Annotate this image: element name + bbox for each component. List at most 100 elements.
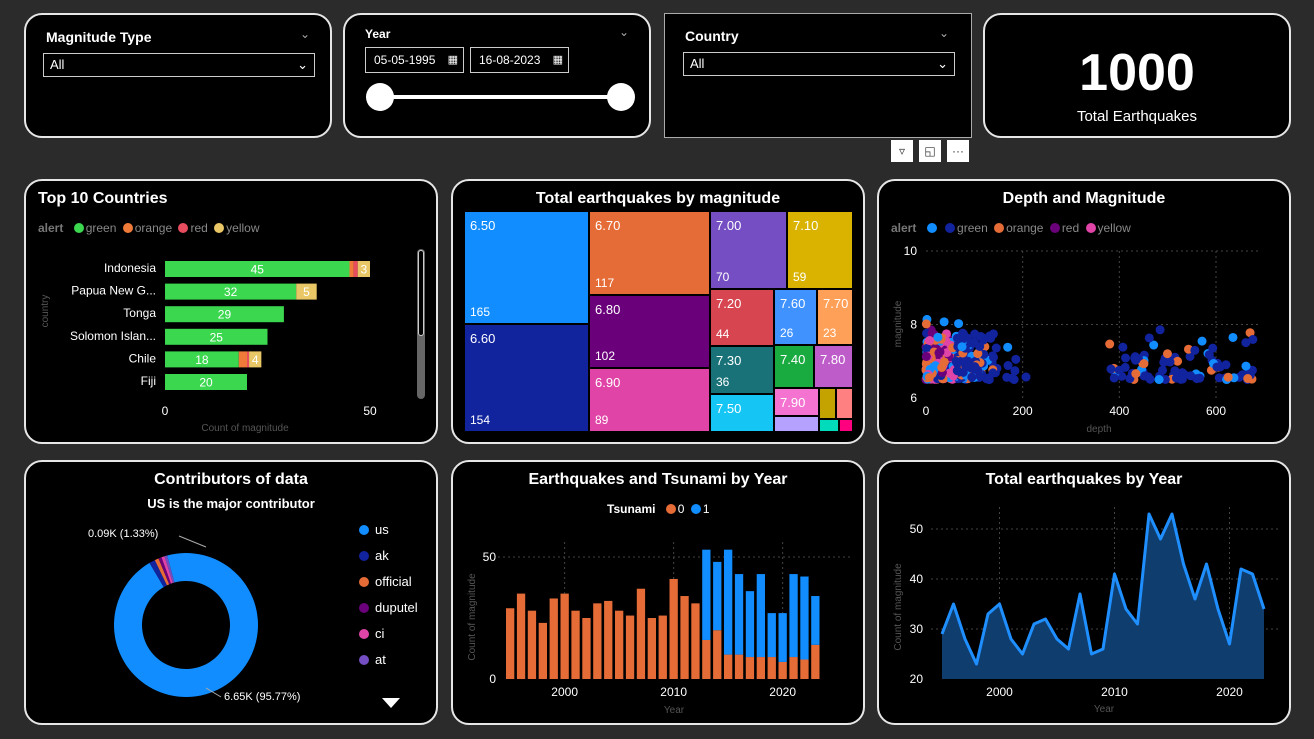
treemap-cell[interactable]: [839, 419, 853, 432]
chevron-down-icon[interactable]: ⌄: [299, 27, 310, 41]
chevron-down-icon[interactable]: ⌄: [938, 26, 949, 40]
legend-item[interactable]: green: [942, 221, 988, 235]
treemap-cell[interactable]: 6.70 117: [589, 211, 710, 295]
treemap-cell[interactable]: 7.10 59: [787, 211, 853, 289]
year-range-track[interactable]: [379, 95, 621, 99]
more-options-icon[interactable]: ···: [947, 140, 969, 162]
treemap-cell[interactable]: [819, 388, 836, 419]
scatter-point: [1162, 349, 1172, 359]
legend-dot: [994, 223, 1005, 233]
magnitude-treemap-visual: Total earthquakes by magnitude 6.50 165 6.…: [451, 179, 865, 444]
x-tick-label: 600: [1206, 404, 1226, 418]
bar-tsunami-0: [734, 654, 744, 679]
calendar-icon[interactable]: ▦: [552, 54, 563, 66]
legend-item[interactable]: official: [356, 574, 418, 600]
bar-tsunami-0: [680, 596, 689, 679]
treemap-cell[interactable]: 7.90: [774, 388, 819, 416]
bar-tsunami-0: [702, 639, 711, 679]
legend-item[interactable]: 1: [688, 502, 710, 516]
treemap-cell[interactable]: 7.50: [710, 394, 774, 432]
legend-label: official: [375, 574, 412, 589]
scatter-point: [1185, 351, 1195, 361]
legend-label: us: [375, 522, 389, 537]
filter-icon[interactable]: ▿: [891, 140, 913, 162]
treemap-cell[interactable]: 6.90 89: [589, 368, 710, 432]
calendar-icon[interactable]: ▦: [447, 54, 458, 66]
legend-item[interactable]: green: [71, 221, 116, 235]
treemap-cell[interactable]: 7.40: [774, 345, 814, 388]
treemap-cell[interactable]: 6.60 154: [464, 324, 589, 432]
chevron-down-icon[interactable]: ⌄: [618, 25, 629, 39]
treemap-cell[interactable]: 7.60 26: [774, 289, 817, 345]
y-tick-label: 20: [910, 672, 924, 686]
scatter-point: [985, 331, 995, 341]
legend-item[interactable]: ak: [356, 548, 418, 574]
bar-data-label: 4: [252, 353, 259, 367]
treemap-cell-label: 7.80: [820, 352, 846, 367]
treemap-cell[interactable]: 7.70 23: [817, 289, 853, 345]
end-date-input[interactable]: 16-08-2023 ▦: [470, 47, 569, 73]
bar-tsunami-0: [636, 588, 646, 679]
depth-magnitude-chart: 10 8 60 200 400 600 depth magnitude: [893, 244, 1259, 435]
y-tick-label: 30: [910, 622, 924, 636]
legend-dot: [359, 551, 369, 561]
scatter-point: [1011, 354, 1021, 364]
treemap-cell[interactable]: 7.20 44: [710, 289, 774, 346]
donut-title: Contributors of data: [154, 471, 308, 488]
treemap-cell[interactable]: 6.80 102: [589, 295, 710, 368]
kpi-label: Total Earthquakes: [1076, 108, 1198, 125]
top-countries-legend: alert green orange red yellow: [38, 221, 260, 235]
bar-tsunami-1: [778, 613, 787, 662]
treemap-cell[interactable]: [774, 416, 819, 432]
scatter-point: [1106, 364, 1116, 374]
bar-segment-green: [165, 328, 268, 345]
treemap-cell[interactable]: [836, 388, 853, 419]
treemap-cell[interactable]: 7.80: [814, 345, 853, 388]
scatter-point: [1245, 328, 1255, 338]
treemap-cell[interactable]: 7.00 70: [710, 211, 787, 289]
legend-item[interactable]: at: [356, 652, 418, 678]
magnitude-type-dropdown[interactable]: All ⌄: [43, 53, 315, 77]
bar-data-label: 20: [199, 376, 213, 390]
start-date-input[interactable]: 05-05-1995 ▦: [365, 47, 464, 73]
bar-tsunami-0: [800, 659, 809, 679]
legend-dot: [359, 577, 369, 587]
treemap-cell-label: 6.90: [595, 375, 621, 390]
x-tick-label: 2010: [1101, 685, 1128, 699]
bar-tsunami-0: [811, 644, 820, 679]
scatter-point: [954, 319, 964, 329]
bar-segment-green: [165, 306, 284, 323]
legend-dot: [1049, 223, 1060, 233]
bar-tsunami-0: [549, 598, 558, 679]
treemap-cell[interactable]: 6.50 165: [464, 211, 589, 324]
legend-item[interactable]: yellow: [1083, 221, 1131, 235]
magnitude-type-label: Magnitude Type: [46, 29, 152, 45]
legend-item[interactable]: ci: [356, 626, 418, 652]
legend-item[interactable]: orange: [991, 221, 1043, 235]
legend-item[interactable]: red: [1047, 221, 1079, 235]
legend-item[interactable]: 0: [663, 502, 684, 516]
legend-dot: [665, 504, 676, 514]
legend-item[interactable]: red: [175, 221, 208, 235]
legend-item[interactable]: duputel: [356, 600, 418, 626]
treemap-cell-count: 165: [470, 305, 491, 319]
year-end-handle[interactable]: [607, 83, 635, 111]
legend-item[interactable]: [924, 221, 939, 235]
year-start-handle[interactable]: [366, 83, 394, 111]
x-tick-label: 50: [363, 404, 377, 418]
scrollbar[interactable]: [417, 249, 425, 399]
country-dropdown[interactable]: All ⌄: [683, 52, 955, 76]
legend-item[interactable]: orange: [120, 221, 172, 235]
treemap-cell[interactable]: [819, 419, 839, 432]
scatter-point: [925, 336, 935, 346]
treemap-cell[interactable]: 7.30 36: [710, 346, 774, 394]
legend-label: yellow: [1097, 221, 1131, 235]
scrollbar-thumb[interactable]: [418, 250, 424, 336]
legend-item[interactable]: yellow: [211, 221, 260, 235]
legend-label: 1: [702, 502, 710, 516]
legend-scroll-down-icon[interactable]: [382, 698, 400, 708]
bar-segment-green: [165, 261, 350, 277]
legend-item[interactable]: us: [356, 522, 418, 548]
focus-mode-icon[interactable]: ◱: [919, 140, 941, 162]
legend-dot: [178, 223, 189, 233]
